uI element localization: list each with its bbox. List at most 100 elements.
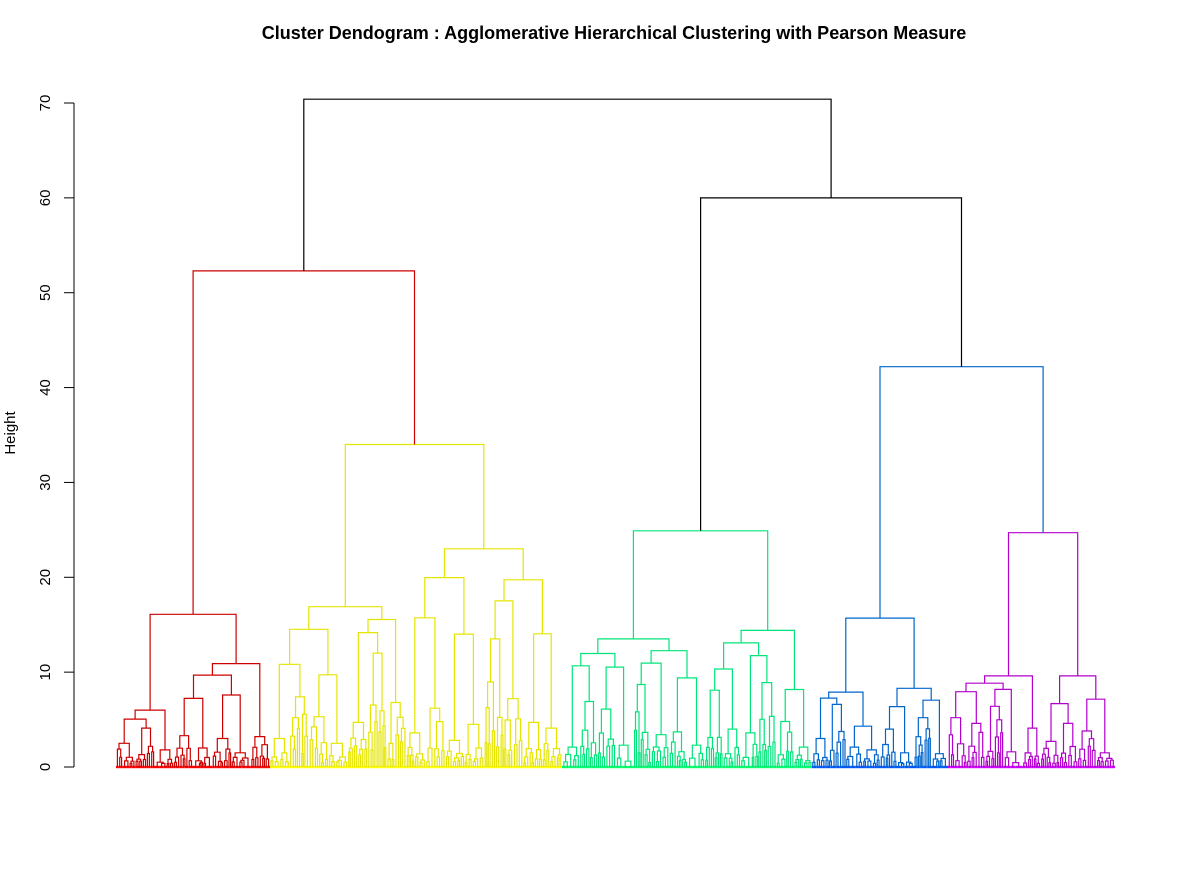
merge-link	[278, 663, 301, 739]
merge-link	[980, 756, 985, 767]
merge-link	[296, 728, 301, 767]
merge-link	[655, 734, 667, 748]
merge-link	[546, 749, 550, 767]
cluster-4-top-link	[845, 617, 915, 693]
merge-link	[435, 721, 444, 751]
merge-link	[996, 752, 1000, 767]
merge-link	[914, 756, 918, 767]
merge-link	[978, 731, 984, 767]
merge-link	[597, 638, 670, 654]
merge-link	[767, 745, 772, 767]
merge-link	[252, 746, 258, 760]
merge-link	[789, 751, 794, 767]
merge-link	[586, 748, 590, 767]
merge-link	[924, 739, 928, 767]
merge-link	[764, 749, 767, 767]
merge-link	[487, 681, 494, 731]
merge-link	[254, 736, 266, 748]
merge-link	[1078, 758, 1082, 767]
y-tick-label-60: 60	[37, 190, 54, 207]
merge-link	[183, 697, 204, 748]
merge-link	[1000, 732, 1004, 767]
merge-link	[580, 652, 616, 668]
cluster-5	[948, 532, 1115, 769]
merge-link	[606, 745, 611, 767]
merge-link	[360, 738, 367, 750]
merge-link	[262, 757, 265, 767]
merge-link	[339, 756, 346, 763]
merge-link	[374, 721, 378, 767]
merge-link	[710, 748, 715, 767]
merge-link	[387, 758, 391, 767]
merge-link-root	[303, 98, 832, 271]
merge-link	[1087, 745, 1091, 767]
merge-link	[518, 740, 523, 767]
merge-link	[507, 754, 511, 767]
merge-link	[533, 633, 552, 729]
merge-link	[1050, 703, 1069, 742]
merge-link	[146, 752, 150, 767]
cluster-5-top-link	[1007, 532, 1079, 676]
merge-link	[565, 753, 572, 767]
merge-link	[535, 749, 541, 760]
merge-link	[507, 698, 519, 720]
merge-link	[182, 758, 186, 767]
merge-link	[991, 758, 995, 767]
merge-link	[436, 756, 441, 767]
merge-link	[755, 755, 759, 767]
merge-link	[835, 752, 839, 767]
merge-link	[136, 758, 142, 762]
merge-link	[292, 748, 297, 767]
cluster-3-top-link	[632, 530, 769, 639]
merge-link-1-2	[192, 270, 416, 615]
merge-link	[151, 751, 155, 767]
y-tick-label-0: 0	[37, 763, 54, 771]
merge-link	[1091, 749, 1096, 767]
merge-link	[796, 754, 802, 760]
merge-link	[383, 747, 387, 767]
y-tick-label-10: 10	[37, 664, 54, 681]
merge-link	[167, 758, 173, 764]
merge-link	[429, 707, 441, 749]
merge-link	[261, 744, 268, 759]
merge-link	[255, 757, 259, 767]
merge-link	[489, 638, 501, 718]
merge-link	[357, 632, 379, 723]
merge-link	[719, 753, 723, 767]
merge-link-3-45	[700, 197, 963, 531]
merge-link	[786, 731, 793, 752]
merge-link	[309, 739, 314, 767]
merge-link	[358, 754, 362, 767]
merge-link	[651, 751, 655, 767]
merge-link	[951, 754, 955, 767]
merge-link	[815, 737, 826, 758]
merge-link	[752, 743, 758, 758]
merge-link	[308, 606, 383, 630]
y-tick-label-50: 50	[37, 284, 54, 301]
merge-link	[772, 741, 776, 767]
merge-link	[723, 757, 728, 767]
merge-link	[406, 754, 410, 767]
merge-link	[571, 665, 590, 748]
merge-link	[119, 756, 123, 767]
merge-link	[407, 746, 413, 756]
merge-link	[500, 734, 504, 767]
merge-link	[662, 756, 666, 767]
merge-link	[915, 736, 922, 758]
merge-link	[467, 723, 480, 755]
merge-link	[709, 689, 720, 738]
merge-link	[348, 751, 351, 767]
merge-link	[503, 748, 507, 767]
merge-link	[528, 721, 540, 750]
merge-link	[714, 668, 733, 730]
y-axis: 0 10 20 30 40 50 60 70	[37, 95, 75, 771]
merge-link	[582, 753, 586, 767]
merge-link	[372, 652, 383, 711]
merge-link	[313, 716, 325, 743]
merge-link	[415, 756, 419, 767]
merge-link	[880, 756, 885, 767]
merge-link	[513, 744, 518, 767]
merge-link	[751, 756, 755, 767]
merge-link	[399, 741, 403, 767]
